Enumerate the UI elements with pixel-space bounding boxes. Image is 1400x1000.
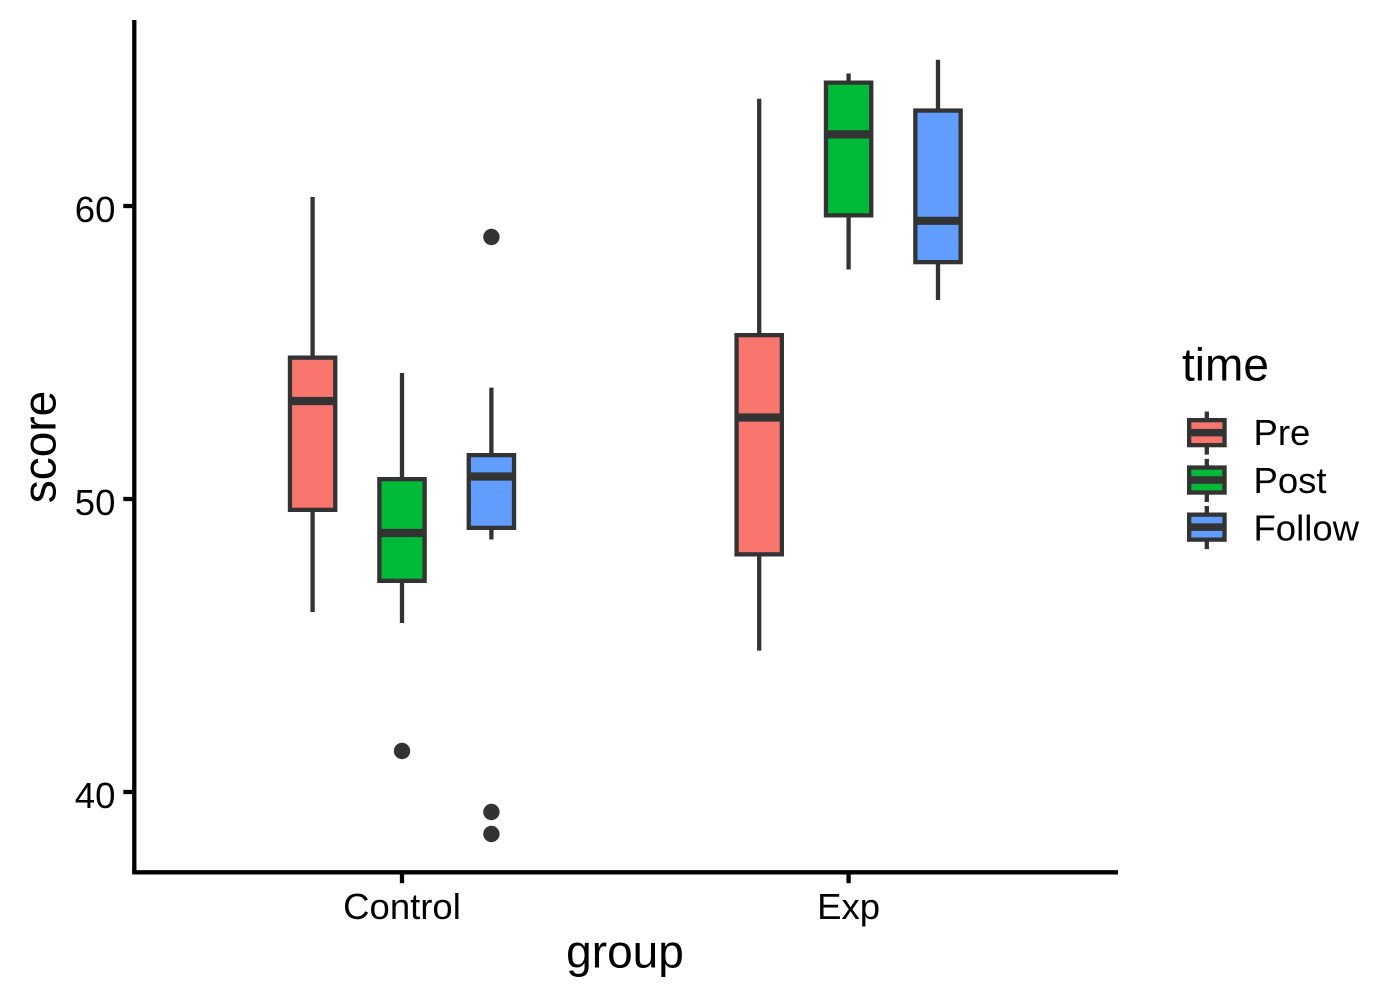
svg-text:Pre: Pre — [1254, 412, 1311, 453]
svg-text:group: group — [566, 926, 684, 978]
svg-text:60: 60 — [75, 189, 116, 230]
svg-text:Post: Post — [1254, 460, 1327, 501]
svg-text:Control: Control — [343, 886, 461, 927]
svg-text:40: 40 — [75, 775, 116, 816]
svg-text:Follow: Follow — [1254, 508, 1360, 549]
svg-text:score: score — [14, 391, 66, 503]
svg-text:50: 50 — [75, 482, 116, 523]
svg-text:time: time — [1182, 339, 1269, 391]
svg-text:Exp: Exp — [817, 886, 880, 927]
